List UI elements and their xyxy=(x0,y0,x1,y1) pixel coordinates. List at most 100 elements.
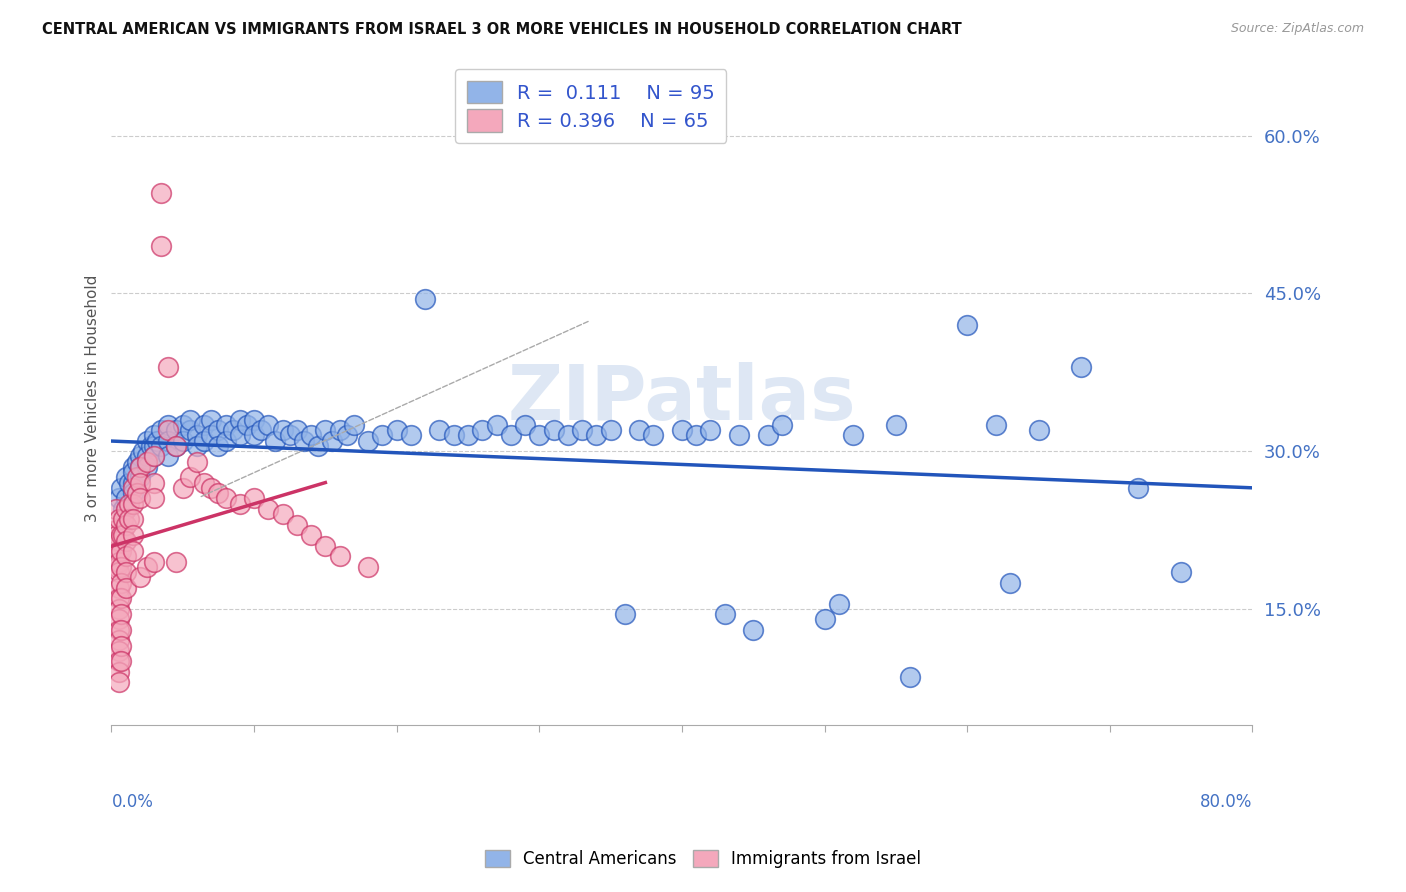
Y-axis label: 3 or more Vehicles in Household: 3 or more Vehicles in Household xyxy=(86,275,100,522)
Point xyxy=(471,423,494,437)
Point xyxy=(186,455,208,469)
Point xyxy=(117,512,139,526)
Point xyxy=(343,417,366,432)
Point xyxy=(136,559,159,574)
Point xyxy=(271,507,294,521)
Point xyxy=(371,428,394,442)
Point xyxy=(165,439,187,453)
Point xyxy=(110,591,132,606)
Point xyxy=(141,439,163,453)
Point xyxy=(292,434,315,448)
Point xyxy=(250,423,273,437)
Point xyxy=(129,459,152,474)
Point xyxy=(685,428,707,442)
Point xyxy=(172,434,194,448)
Point xyxy=(143,555,166,569)
Point xyxy=(513,417,536,432)
Point xyxy=(813,612,835,626)
Text: ZIPatlas: ZIPatlas xyxy=(508,361,856,435)
Point xyxy=(107,544,129,558)
Point xyxy=(457,428,479,442)
Point xyxy=(129,470,152,484)
Point xyxy=(121,475,143,490)
Point xyxy=(136,450,159,464)
Point xyxy=(114,502,136,516)
Text: 80.0%: 80.0% xyxy=(1201,793,1253,811)
Point xyxy=(728,428,751,442)
Point xyxy=(599,423,621,437)
Point xyxy=(257,502,280,516)
Point xyxy=(299,528,322,542)
Point xyxy=(136,434,159,448)
Point xyxy=(143,450,166,464)
Point xyxy=(828,597,851,611)
Point xyxy=(336,428,359,442)
Point xyxy=(770,417,793,432)
Point xyxy=(121,486,143,500)
Point xyxy=(111,512,134,526)
Point xyxy=(121,459,143,474)
Point xyxy=(104,523,127,537)
Point xyxy=(165,423,187,437)
Point xyxy=(107,665,129,679)
Point xyxy=(107,565,129,579)
Point xyxy=(121,481,143,495)
Legend: R =  0.111    N = 95, R = 0.396    N = 65: R = 0.111 N = 95, R = 0.396 N = 65 xyxy=(454,70,727,144)
Point xyxy=(214,434,236,448)
Point xyxy=(111,502,134,516)
Point xyxy=(214,491,236,506)
Point xyxy=(214,417,236,432)
Point xyxy=(221,423,243,437)
Point xyxy=(200,412,222,426)
Point xyxy=(278,428,301,442)
Point xyxy=(125,470,148,484)
Point xyxy=(314,423,336,437)
Point xyxy=(136,455,159,469)
Point xyxy=(110,623,132,637)
Point xyxy=(143,428,166,442)
Point xyxy=(193,417,215,432)
Point xyxy=(110,528,132,542)
Point xyxy=(571,423,593,437)
Point xyxy=(172,417,194,432)
Point xyxy=(110,639,132,653)
Point xyxy=(157,450,180,464)
Point xyxy=(121,512,143,526)
Point xyxy=(884,417,907,432)
Point xyxy=(413,292,436,306)
Point xyxy=(107,633,129,648)
Point xyxy=(314,539,336,553)
Point xyxy=(207,423,229,437)
Point xyxy=(613,607,636,621)
Point xyxy=(121,465,143,479)
Point xyxy=(357,434,380,448)
Point xyxy=(179,412,201,426)
Point xyxy=(984,417,1007,432)
Point xyxy=(117,475,139,490)
Point xyxy=(165,439,187,453)
Point xyxy=(229,428,252,442)
Point xyxy=(264,434,287,448)
Text: Source: ZipAtlas.com: Source: ZipAtlas.com xyxy=(1230,22,1364,36)
Point xyxy=(110,655,132,669)
Point xyxy=(229,412,252,426)
Point xyxy=(129,459,152,474)
Point xyxy=(129,450,152,464)
Point xyxy=(529,428,551,442)
Point xyxy=(543,423,565,437)
Point xyxy=(110,607,132,621)
Point xyxy=(107,591,129,606)
Point xyxy=(117,497,139,511)
Point xyxy=(842,428,865,442)
Point xyxy=(136,459,159,474)
Point xyxy=(756,428,779,442)
Point xyxy=(125,486,148,500)
Point xyxy=(143,439,166,453)
Point xyxy=(129,570,152,584)
Point xyxy=(105,528,128,542)
Point xyxy=(998,575,1021,590)
Point xyxy=(114,581,136,595)
Point xyxy=(1028,423,1050,437)
Point xyxy=(121,544,143,558)
Point xyxy=(285,517,308,532)
